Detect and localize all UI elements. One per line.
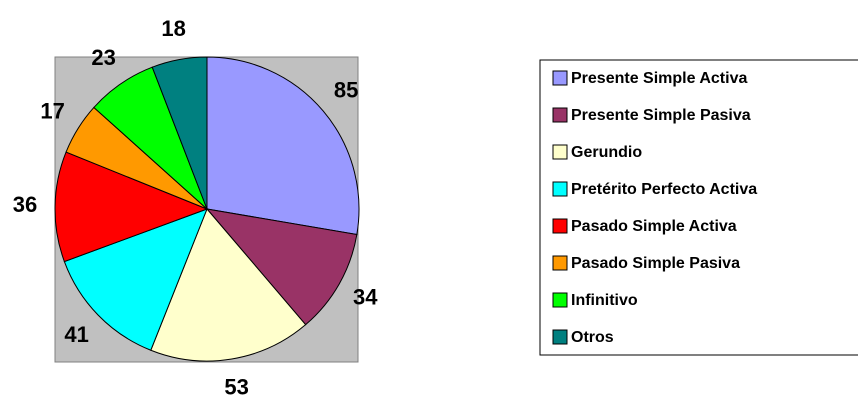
legend-label: Otros: [571, 329, 614, 346]
pie-slice: [151, 56, 208, 210]
legend-label: Infinitivo: [571, 292, 638, 309]
data-label: 41: [64, 322, 88, 347]
data-label: 34: [353, 285, 378, 310]
data-label: 53: [224, 374, 248, 399]
legend-swatch: [552, 292, 568, 308]
data-label: 17: [40, 98, 64, 123]
legend-label: Pasado Simple Activa: [571, 218, 737, 235]
legend-swatch: [552, 144, 568, 160]
pie-slice: [206, 56, 360, 236]
legend-label: Presente Simple Pasiva: [571, 107, 751, 124]
legend-swatch: [552, 218, 568, 234]
legend-label: Pretérito Perfecto Activa: [571, 181, 757, 198]
legend-swatch: [552, 329, 568, 345]
legend-swatch: [552, 255, 568, 271]
data-label: 18: [161, 16, 185, 41]
legend-swatch: [552, 70, 568, 86]
legend-label: Gerundio: [571, 144, 642, 161]
pie-slice: [205, 208, 358, 326]
data-label: 36: [13, 192, 37, 217]
legend-swatch: [552, 107, 568, 123]
legend-label: Presente Simple Activa: [571, 70, 747, 87]
legend-swatch: [552, 181, 568, 197]
pie-slice: [54, 151, 209, 263]
data-label: 85: [334, 77, 358, 102]
legend-box: [539, 59, 858, 356]
data-label: 23: [91, 45, 115, 70]
legend-label: Pasado Simple Pasiva: [571, 255, 740, 272]
pie-slice: [63, 208, 208, 351]
pie-slice: [150, 208, 307, 362]
